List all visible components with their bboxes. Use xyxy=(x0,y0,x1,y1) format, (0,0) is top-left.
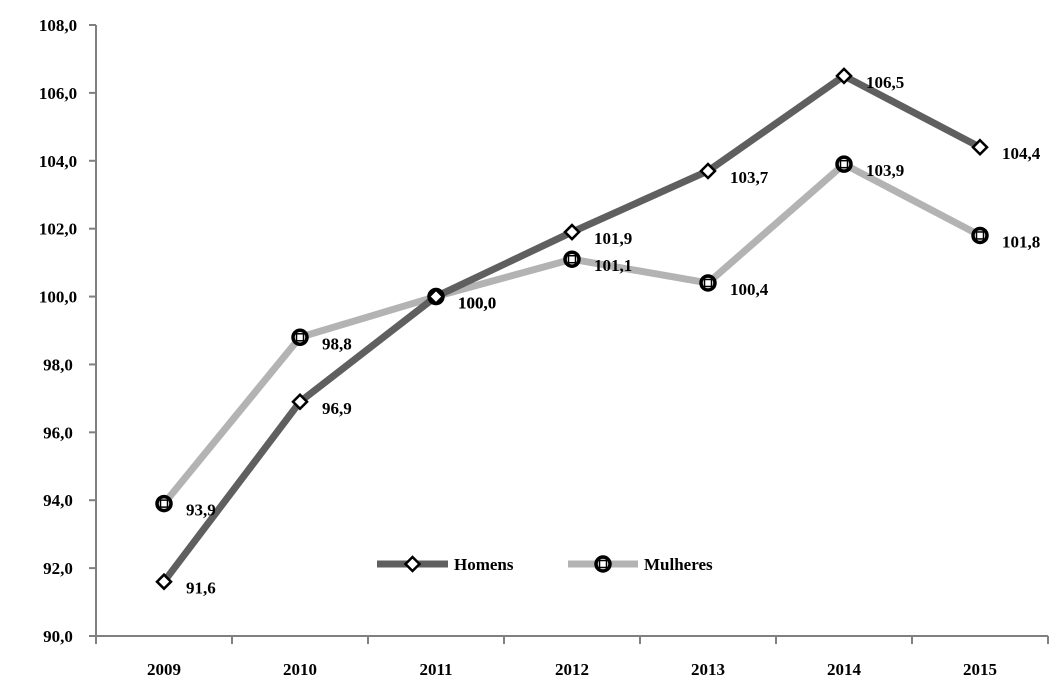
series-lines xyxy=(161,72,982,584)
marker-homens xyxy=(291,393,309,411)
data-label-mulheres: 93,9 xyxy=(186,501,216,520)
x-tick-label: 2011 xyxy=(419,660,452,679)
y-tick-label: 92,0 xyxy=(43,559,73,578)
marker-homens xyxy=(971,138,989,156)
data-label-homens: 101,9 xyxy=(594,229,632,248)
x-tick-label: 2009 xyxy=(147,660,181,679)
data-label-homens: 100,0 xyxy=(458,294,496,313)
data-label-homens: 91,6 xyxy=(186,579,216,598)
data-label-mulheres: 100,4 xyxy=(730,280,769,299)
data-label-mulheres: 100,0 xyxy=(458,294,496,313)
legend-item-homens: Homens xyxy=(377,555,514,574)
x-tick-label: 2012 xyxy=(555,660,589,679)
x-tick-label: 2014 xyxy=(827,660,862,679)
data-label-homens: 104,4 xyxy=(1002,144,1041,163)
axes xyxy=(95,25,1048,637)
data-label-mulheres: 101,1 xyxy=(594,256,632,275)
marker-homens xyxy=(427,287,445,306)
x-tick-label: 2013 xyxy=(691,660,725,679)
legend-label: Mulheres xyxy=(644,555,713,574)
x-tick-label: 2015 xyxy=(963,660,997,679)
marker-mulheres xyxy=(291,328,309,347)
series-line-homens xyxy=(161,72,982,584)
data-label-mulheres: 98,8 xyxy=(322,334,352,353)
y-tick-label: 100,0 xyxy=(39,288,77,307)
marker-homens xyxy=(563,223,581,241)
legend-marker xyxy=(594,555,612,573)
data-label-homens: 106,5 xyxy=(866,73,904,92)
marker-homens xyxy=(835,67,853,85)
y-tick-label: 90,0 xyxy=(43,627,73,646)
data-label-mulheres: 101,8 xyxy=(1002,232,1040,251)
legend-label: Homens xyxy=(454,555,514,574)
data-label-homens: 96,9 xyxy=(322,399,352,418)
y-axis-ticks: 90,0 92,0 94,0 96,0 98,0 100,0 102,0 104,0 106,0… xyxy=(39,16,96,646)
data-label-mulheres: 103,9 xyxy=(866,161,904,180)
data-label-homens: 103,7 xyxy=(730,168,769,187)
marker-mulheres xyxy=(155,494,173,513)
marker-mulheres xyxy=(971,226,989,245)
legend: Homens Mulheres xyxy=(377,555,713,574)
y-tick-label: 98,0 xyxy=(43,355,73,374)
legend-item-mulheres: Mulheres xyxy=(568,555,713,574)
series-line-mulheres xyxy=(161,160,982,506)
legend-marker xyxy=(403,555,422,573)
marker-mulheres xyxy=(835,155,853,173)
y-tick-label: 104,0 xyxy=(39,152,77,171)
marker-homens xyxy=(155,572,173,591)
y-tick-label: 94,0 xyxy=(43,491,73,510)
series-markers xyxy=(155,67,989,591)
marker-homens xyxy=(699,162,717,180)
x-axis-ticks: 2009 2010 2011 2012 2013 2014 2015 xyxy=(95,636,1049,679)
y-tick-label: 108,0 xyxy=(39,16,77,35)
x-tick-label: 2010 xyxy=(283,660,317,679)
marker-mulheres xyxy=(563,250,581,268)
y-tick-label: 106,0 xyxy=(39,84,77,103)
y-tick-label: 96,0 xyxy=(43,423,73,442)
data-labels: 91,6 96,9 100,0 101,9 103,7 106,5 104,4 93,9 98,… xyxy=(186,73,1041,598)
marker-mulheres xyxy=(699,274,717,292)
y-tick-label: 102,0 xyxy=(39,220,77,239)
